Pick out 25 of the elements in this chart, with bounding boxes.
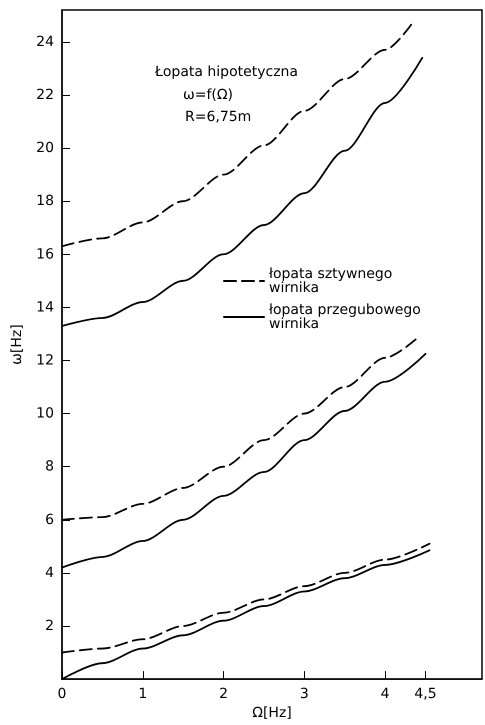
- x-tick-label: 4,5: [414, 686, 437, 702]
- y-tick-label: 20: [36, 140, 54, 156]
- x-tick-label: 4: [380, 686, 390, 702]
- y-axis-title: ω[Hz]: [9, 324, 25, 365]
- y-tick-label: 14: [36, 299, 54, 316]
- x-tick-label: 0: [58, 686, 66, 702]
- y-tick-label: 2: [45, 618, 54, 634]
- y-tick-label: 8: [45, 458, 54, 475]
- y-tick-label: 22: [36, 86, 54, 103]
- y-tick-label: 4: [45, 564, 54, 581]
- annotation: ω=f(Ω): [183, 87, 234, 103]
- text: Łopata hipotetyczna: [154, 64, 298, 80]
- x-tick-label: 2: [219, 686, 228, 702]
- y-tick-label: 12: [36, 352, 54, 368]
- x-tick-label: 3: [300, 686, 309, 702]
- annotation: R=6,75m: [185, 109, 252, 125]
- y-tick-label: 16: [36, 246, 54, 262]
- y-tick-label: 24: [36, 34, 54, 50]
- y-tick-label: 18: [36, 193, 54, 210]
- x-axis-title: Ω[Hz]: [252, 705, 292, 721]
- x-tick-label: 1: [138, 686, 148, 702]
- y-tick-label: 10: [36, 406, 54, 422]
- legend-label: łopata przegubowego wirnika: [269, 302, 426, 332]
- legend-label: łopata sztywnego wirnika: [269, 266, 397, 296]
- y-tick-label: 6: [45, 512, 54, 528]
